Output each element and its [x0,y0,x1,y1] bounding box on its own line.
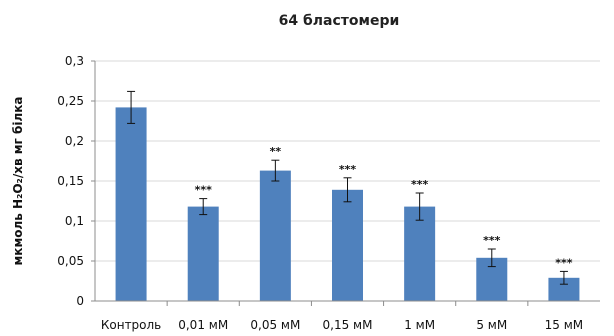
bars [115,107,580,302]
significance-label: *** [555,256,573,269]
significance-label: *** [483,234,501,247]
y-tick-label: 0,3 [65,54,84,68]
bar [259,170,291,301]
error-bars [127,90,568,285]
bar [404,206,436,301]
bar [332,189,363,301]
y-tick-label: 0,05 [57,254,84,268]
y-tick-label: 0 [76,294,84,308]
y-tick-labels: 0 0,05 0,1 0,15 0,2 0,25 0,3 [57,54,95,308]
significance-label: *** [195,184,213,197]
category-label: 5 мМ [476,318,507,332]
category-labels: Контроль 0,01 мМ 0,05 мМ 0,15 мМ 1 мМ 5 мМ 15 … [101,301,583,332]
significance-label: *** [411,178,429,191]
y-tick-label: 0,25 [57,94,84,108]
y-axis-label: мкмоль H₂O₂/хв мг білка [11,97,25,266]
category-label: Контроль [101,318,161,332]
significance-label: ** [270,145,282,158]
bar [115,107,147,302]
y-tick-label: 0,1 [65,214,84,228]
category-label: 1 мМ [404,318,435,332]
significance-labels: ***************** [195,145,573,269]
y-tick-label: 0,2 [65,134,84,148]
category-label: 0,05 мМ [250,318,300,332]
y-tick-label: 0,15 [57,174,84,188]
category-label: 15 мМ [545,318,584,332]
category-label: 0,01 мМ [178,318,228,332]
chart-title: 64 бластомери [279,13,400,29]
category-label: 0,15 мМ [323,318,373,332]
bar [548,277,580,301]
significance-label: *** [339,163,357,176]
bar [187,206,219,301]
